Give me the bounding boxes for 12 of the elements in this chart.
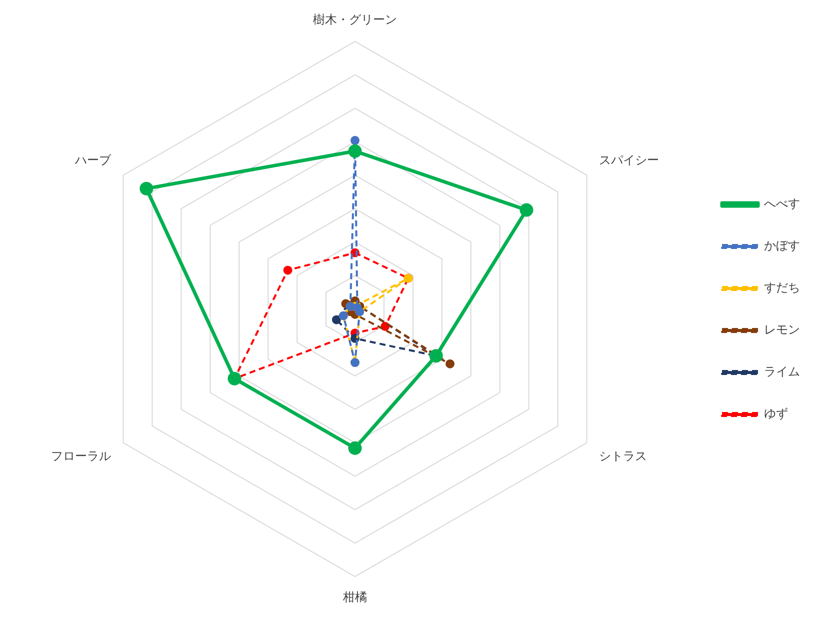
spoke-label: スパイシー [598, 153, 659, 168]
legend-label: すだち [764, 280, 800, 295]
legend-label: ゆず [764, 406, 788, 421]
legend-label: へべす [764, 196, 800, 211]
legend-label: レモン [764, 322, 800, 337]
spoke-label: シトラス [598, 449, 647, 464]
spoke-label: 樹木・グリーン [313, 12, 397, 26]
legend-label: かぼす [764, 238, 800, 253]
spoke-label: 柑橘 [342, 590, 367, 604]
spoke-label: フローラル [51, 449, 112, 464]
legend-label: ライム [764, 364, 800, 379]
spoke-label: ハーブ [74, 153, 112, 168]
